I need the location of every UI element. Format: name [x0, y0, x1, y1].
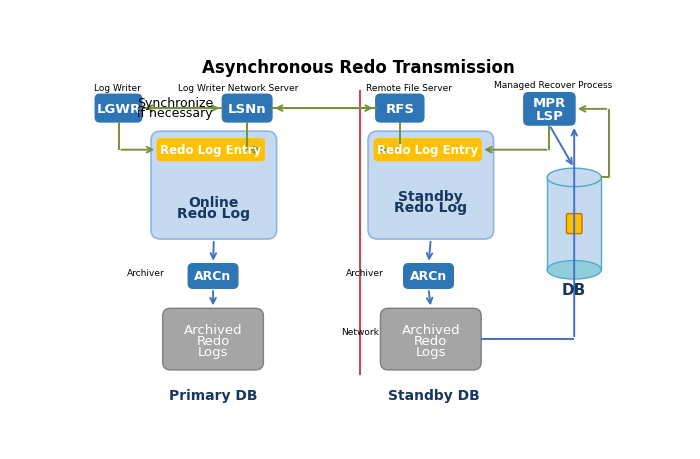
Text: Log Writer Network Server: Log Writer Network Server [178, 84, 299, 93]
Bar [547, 178, 601, 270]
Ellipse shape [547, 261, 601, 280]
Text: Logs: Logs [416, 345, 446, 358]
Text: Archived: Archived [402, 324, 460, 336]
Text: Synchronize: Synchronize [137, 97, 214, 110]
Text: Archiver: Archiver [127, 269, 164, 278]
FancyBboxPatch shape [374, 140, 481, 161]
Text: Network: Network [342, 327, 379, 336]
Text: Primary DB: Primary DB [169, 388, 258, 403]
Text: Log Writer: Log Writer [94, 84, 141, 93]
Text: Standby: Standby [398, 190, 463, 203]
Text: RFS: RFS [385, 102, 414, 115]
Text: ARCn: ARCn [410, 270, 447, 283]
Text: Archived: Archived [183, 324, 242, 336]
Text: Asynchronous Redo Transmission: Asynchronous Redo Transmission [202, 58, 515, 76]
Text: Redo Log Entry: Redo Log Entry [160, 144, 261, 157]
Text: ARCn: ARCn [195, 270, 232, 283]
FancyBboxPatch shape [151, 132, 276, 240]
Text: LGWR: LGWR [97, 102, 141, 115]
FancyBboxPatch shape [188, 264, 238, 289]
Text: if necessary: if necessary [137, 107, 213, 120]
Text: Redo: Redo [414, 335, 447, 347]
FancyBboxPatch shape [524, 94, 575, 126]
Text: Redo Log: Redo Log [394, 200, 468, 214]
FancyBboxPatch shape [404, 264, 454, 289]
Ellipse shape [547, 169, 601, 187]
FancyBboxPatch shape [95, 95, 141, 123]
Text: MPR: MPR [533, 97, 566, 110]
Text: LSNn: LSNn [228, 102, 267, 115]
Text: Managed Recover Process: Managed Recover Process [494, 81, 612, 90]
Text: Archiver: Archiver [346, 269, 384, 278]
FancyBboxPatch shape [158, 140, 264, 161]
FancyBboxPatch shape [223, 95, 272, 123]
Text: DB: DB [562, 283, 587, 298]
FancyBboxPatch shape [162, 308, 263, 370]
Text: Redo Log Entry: Redo Log Entry [377, 144, 478, 157]
FancyBboxPatch shape [368, 132, 493, 240]
Text: Online: Online [188, 196, 239, 210]
FancyBboxPatch shape [376, 95, 424, 123]
Text: Redo Log: Redo Log [177, 207, 251, 220]
FancyBboxPatch shape [566, 214, 582, 234]
Text: Remote File Server: Remote File Server [366, 84, 452, 93]
Text: LSP: LSP [536, 109, 564, 122]
Text: Standby DB: Standby DB [388, 388, 480, 403]
FancyBboxPatch shape [381, 308, 481, 370]
Text: Logs: Logs [198, 345, 228, 358]
Text: Redo: Redo [197, 335, 230, 347]
